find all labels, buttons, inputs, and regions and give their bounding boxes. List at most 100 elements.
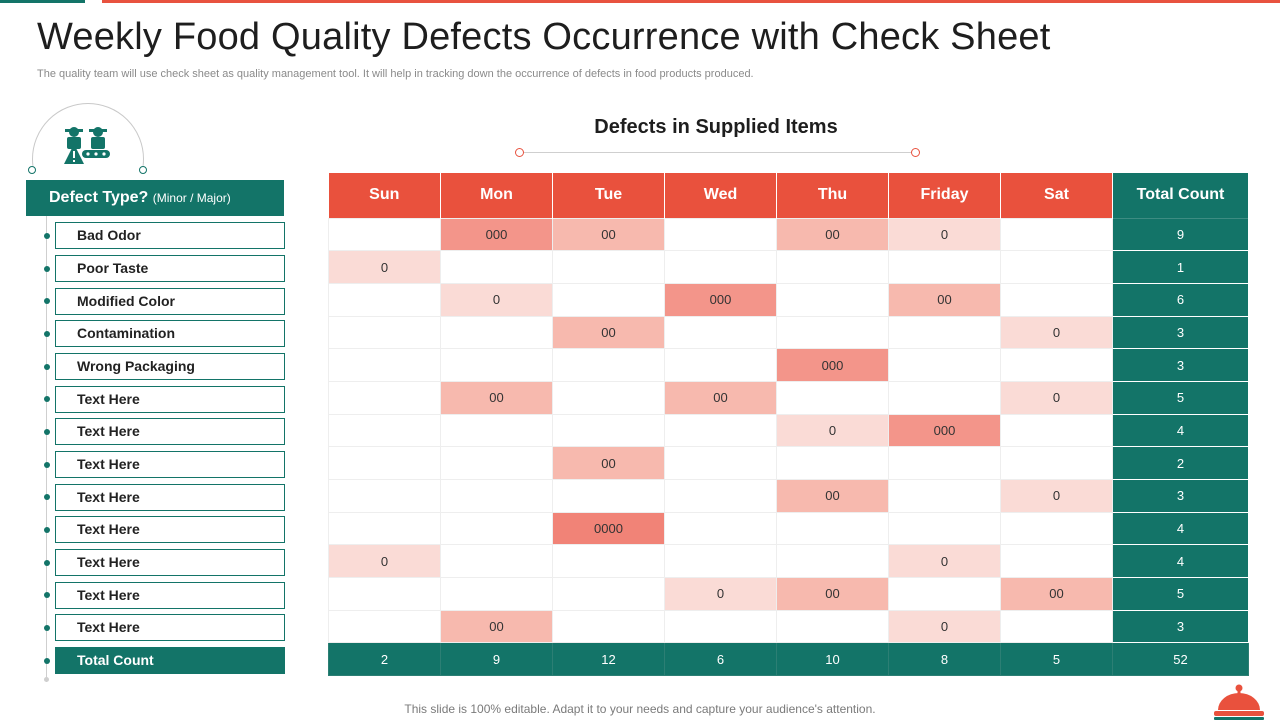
tally-cell: 00: [440, 380, 553, 415]
defect-item: Text Here: [55, 386, 285, 413]
tally-cell: [552, 348, 665, 382]
tally-cell: [1000, 609, 1113, 644]
tally-cell: [664, 250, 777, 284]
tally-cell: 00: [776, 479, 889, 513]
tally-cell: [328, 217, 441, 252]
check-sheet-table: Sun Mon Tue Wed Thu Friday Sat Total Cou…: [328, 173, 1249, 677]
title-divider: [522, 152, 914, 153]
tally-cell: 000: [440, 217, 553, 252]
defect-type-label: Defect Type?: [49, 189, 149, 206]
defect-item: Poor Taste: [55, 255, 285, 282]
tally-cell: [888, 315, 1001, 350]
check-sheet-body: 000 00 00 0 9 0 1 0 000 00 6 00 0 3 000 3 00 00 0 5 0 000 4 00 2…: [328, 217, 1249, 677]
defect-item: Text Here: [55, 549, 285, 576]
tally-cell: 00: [552, 315, 665, 350]
tally-cell: 0000: [552, 511, 665, 546]
row-total-cell: 4: [1112, 544, 1249, 579]
row-total-cell: 3: [1112, 348, 1249, 382]
tally-cell: 0: [440, 282, 553, 317]
tally-cell: [552, 577, 665, 611]
row-total-cell: 5: [1112, 380, 1249, 415]
day-total-cell: 2: [328, 642, 441, 677]
tally-cell: [776, 544, 889, 579]
day-header: Wed: [664, 173, 777, 218]
top-accent-teal: [0, 0, 85, 3]
tally-cell: 00: [1000, 577, 1113, 611]
tally-cell: [440, 577, 553, 611]
row-total-cell: 3: [1112, 479, 1249, 513]
total-count-label: Total Count: [55, 647, 285, 674]
tally-cell: [440, 479, 553, 513]
bullet: [44, 494, 50, 500]
day-total-cell: 12: [552, 642, 665, 677]
tally-cell: 000: [776, 348, 889, 382]
row-total-cell: 4: [1112, 511, 1249, 546]
tally-cell: [328, 282, 441, 317]
tally-cell: [440, 511, 553, 546]
table-row: 0 000 00 6: [328, 282, 1249, 317]
tally-cell: 0: [328, 544, 441, 579]
tally-cell: [328, 315, 441, 350]
tally-cell: 000: [888, 413, 1001, 448]
tally-cell: [328, 511, 441, 546]
tally-cell: [664, 315, 777, 350]
tally-cell: [1000, 511, 1113, 546]
defect-item: Contamination: [55, 320, 285, 347]
divider-dot-left: [515, 148, 524, 157]
tally-cell: 0: [776, 413, 889, 448]
day-header: Mon: [440, 173, 553, 218]
divider-dot-right: [911, 148, 920, 157]
bullet: [44, 462, 50, 468]
tally-cell: [664, 544, 777, 579]
tally-cell: [888, 250, 1001, 284]
tally-cell: 0: [888, 217, 1001, 252]
tally-cell: [552, 413, 665, 448]
tally-cell: [440, 544, 553, 579]
inspectors-icon: [64, 127, 110, 164]
row-total-cell: 3: [1112, 315, 1249, 350]
tally-cell: [664, 511, 777, 546]
tally-cell: [1000, 250, 1113, 284]
day-total-cell: 10: [776, 642, 889, 677]
tally-cell: 00: [664, 380, 777, 415]
row-total-cell: 6: [1112, 282, 1249, 317]
tally-cell: 00: [440, 609, 553, 644]
defect-item: Wrong Packaging: [55, 353, 285, 380]
cloche-bell-icon: [1214, 684, 1264, 720]
bullet: [44, 625, 50, 631]
day-total-cell: 6: [664, 642, 777, 677]
arc-dot-right: [139, 166, 147, 174]
defect-type-sublabel: (Minor / Major): [152, 191, 231, 205]
tally-cell: [328, 479, 441, 513]
tally-cell: [440, 250, 553, 284]
tally-cell: [776, 380, 889, 415]
bullet: [44, 429, 50, 435]
tally-cell: [328, 577, 441, 611]
tally-cell: [440, 348, 553, 382]
tally-cell: [664, 217, 777, 252]
tally-cell: [776, 609, 889, 644]
bullet: [44, 527, 50, 533]
defect-item: Text Here: [55, 418, 285, 445]
tally-cell: 0: [328, 250, 441, 284]
page-title: Weekly Food Quality Defects Occurrence w…: [37, 16, 1051, 58]
tally-cell: 000: [664, 282, 777, 317]
tally-cell: [664, 413, 777, 448]
defect-item: Text Here: [55, 484, 285, 511]
check-sheet-title: Defects in Supplied Items: [594, 116, 838, 138]
tally-cell: [328, 446, 441, 480]
day-header: Tue: [552, 173, 665, 218]
tally-cell: 0: [1000, 380, 1113, 415]
bullet: [44, 233, 50, 239]
table-row: 00 2: [328, 446, 1249, 480]
defect-type-header: Defect Type? (Minor / Major): [26, 180, 284, 216]
defect-item: Text Here: [55, 451, 285, 478]
day-total-cell: 8: [888, 642, 1001, 677]
tally-cell: [1000, 413, 1113, 448]
arc-dot-left: [28, 166, 36, 174]
defect-item: Modified Color: [55, 288, 285, 315]
day-total-cell: 5: [1000, 642, 1113, 677]
